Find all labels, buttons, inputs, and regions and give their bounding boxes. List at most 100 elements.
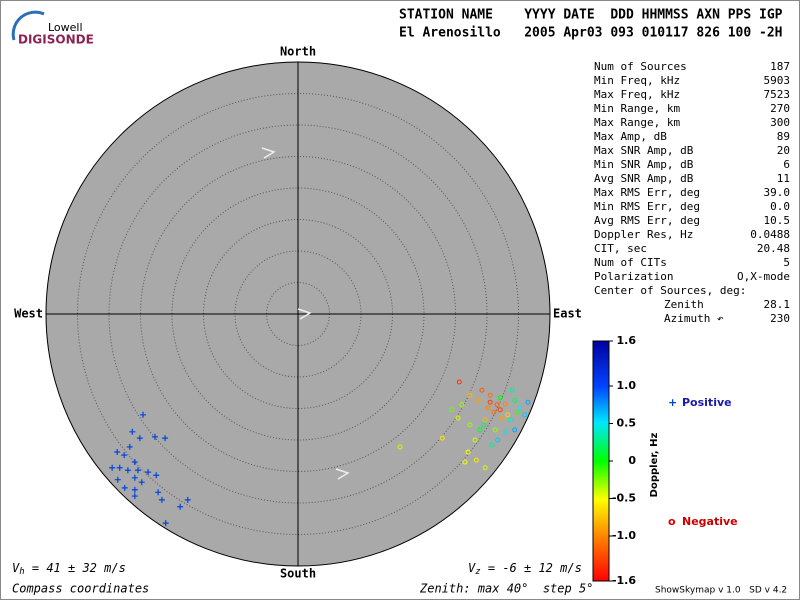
source-positive (136, 435, 143, 442)
source-negative (507, 417, 513, 423)
source-positive (153, 472, 160, 479)
stat-label: Num of CITs (594, 256, 667, 269)
sub: h (19, 567, 24, 577)
stat-label: Polarization (594, 270, 673, 283)
colorbar-axis: 1.6 1.0 0.5 0 -0.5 -1.0 -1.6 (609, 334, 636, 587)
coords: Compass coordinates (12, 582, 149, 596)
source-positive (131, 459, 138, 466)
chevron (297, 308, 312, 320)
stat-label: Min RMS Err, deg (594, 200, 700, 213)
source-positive (121, 484, 128, 491)
stat-label: Min SNR Amp, dB (594, 158, 694, 171)
stat-value: 5 (783, 256, 790, 269)
direction: East (553, 307, 582, 321)
source-positive (116, 464, 123, 471)
stats: Num of Sources 187 Min Freq, kHz 5903 Max Fr… (594, 60, 790, 325)
source-negative (522, 412, 528, 418)
source-negative (459, 402, 465, 408)
stat-value: 39.0 (764, 186, 791, 199)
source-negative (477, 427, 483, 433)
source-positive (114, 448, 121, 455)
source-negative (495, 437, 501, 443)
source-negative (515, 409, 521, 415)
stat-value: O,X-mode (737, 270, 790, 283)
source-negative (439, 435, 445, 441)
source-negative (491, 409, 497, 415)
stat-label: Max SNR Amp, dB (594, 144, 694, 157)
legend-entry: Negative (682, 515, 738, 528)
source-negative (499, 415, 505, 421)
source-positive (155, 489, 162, 496)
source-negative (512, 397, 518, 403)
legend-entry: Positive (682, 396, 732, 409)
colorbar-tick-label: -1.0 (612, 529, 636, 542)
value: = 41 ± 32 m/s (25, 561, 126, 575)
stat-label: Avg SNR Amp, dB (594, 172, 694, 185)
stat-value: 7523 (764, 88, 791, 101)
source-negative (505, 412, 511, 418)
version: ShowSkymap v 1.0 SD v 4.2 (655, 586, 787, 596)
colorbar-tick-label: -0.5 (612, 492, 636, 505)
source-negative (492, 427, 498, 433)
legend-marker: o (668, 515, 676, 528)
source-positive (114, 476, 121, 483)
stat-label: Max Range, km (594, 116, 680, 129)
source-negative (467, 392, 473, 398)
center-row-value: 230 (770, 312, 790, 325)
source-negative (502, 429, 508, 435)
center-row-label: Zenith (664, 298, 704, 311)
stat-value: 0.0488 (750, 228, 790, 241)
source-positive (131, 474, 138, 481)
colorbar-tick-label: 0 (628, 454, 636, 467)
sub: z (475, 567, 480, 577)
source-positive (131, 493, 138, 500)
source-negative (465, 449, 471, 455)
source-negative (489, 442, 495, 448)
source-positive (162, 435, 169, 442)
stat-label: Doppler Res, Hz (594, 228, 693, 241)
stat-value: 270 (770, 102, 790, 115)
source-negative (487, 399, 493, 405)
source-positive (151, 433, 158, 440)
source-negative (517, 405, 523, 411)
source-positive (177, 503, 184, 510)
stat-label: Max RMS Err, deg (594, 186, 700, 199)
source-negative (485, 405, 491, 411)
chevron (261, 147, 276, 159)
source-positive (158, 496, 165, 503)
zenith-info: Zenith: max 40° step 5° (419, 582, 593, 596)
source-positive (134, 467, 141, 474)
colorbar-tick-label: -1.6 (612, 574, 636, 587)
legend-marker: + (668, 396, 677, 409)
source-negative (482, 465, 488, 471)
stat-value: 187 (770, 60, 790, 73)
overlay: North South West East (14, 45, 582, 581)
center-row-value: 28.1 (764, 298, 791, 311)
stat-value: 10.5 (764, 214, 791, 227)
source-negative (481, 422, 487, 428)
stat-value: 5903 (764, 74, 791, 87)
colorbar-label: Doppler, Hz (649, 433, 660, 498)
center-row-label: Azimuth ↶ (664, 312, 724, 325)
vh: Vh = 41 ± 32 m/s (12, 561, 126, 577)
logo-arc (11, 10, 45, 41)
stat-value: 11 (777, 172, 790, 185)
source-negative (455, 415, 461, 421)
source-negative (502, 401, 508, 407)
source-positive (140, 411, 147, 418)
source-negative (497, 407, 503, 413)
stat-value: 20.48 (757, 242, 790, 255)
source-negative (494, 402, 500, 408)
source-negative (456, 379, 462, 385)
source-positive (121, 452, 128, 459)
colorbar-tick-label: 0.5 (617, 417, 637, 430)
stat-label: Num of Sources (594, 60, 687, 73)
value: = -6 ± 12 m/s (481, 561, 582, 575)
direction: South (280, 567, 316, 581)
header-row: El Arenosillo 2005 Apr03 093 010117 826 … (399, 26, 783, 41)
center-label: Center of Sources, deg: (594, 284, 746, 297)
header-row: STATION NAME YYYY DATE DDD HHMMSS AXN PP… (399, 8, 783, 23)
stat-label: Min Freq, kHz (594, 74, 680, 87)
source-positive (184, 496, 191, 503)
